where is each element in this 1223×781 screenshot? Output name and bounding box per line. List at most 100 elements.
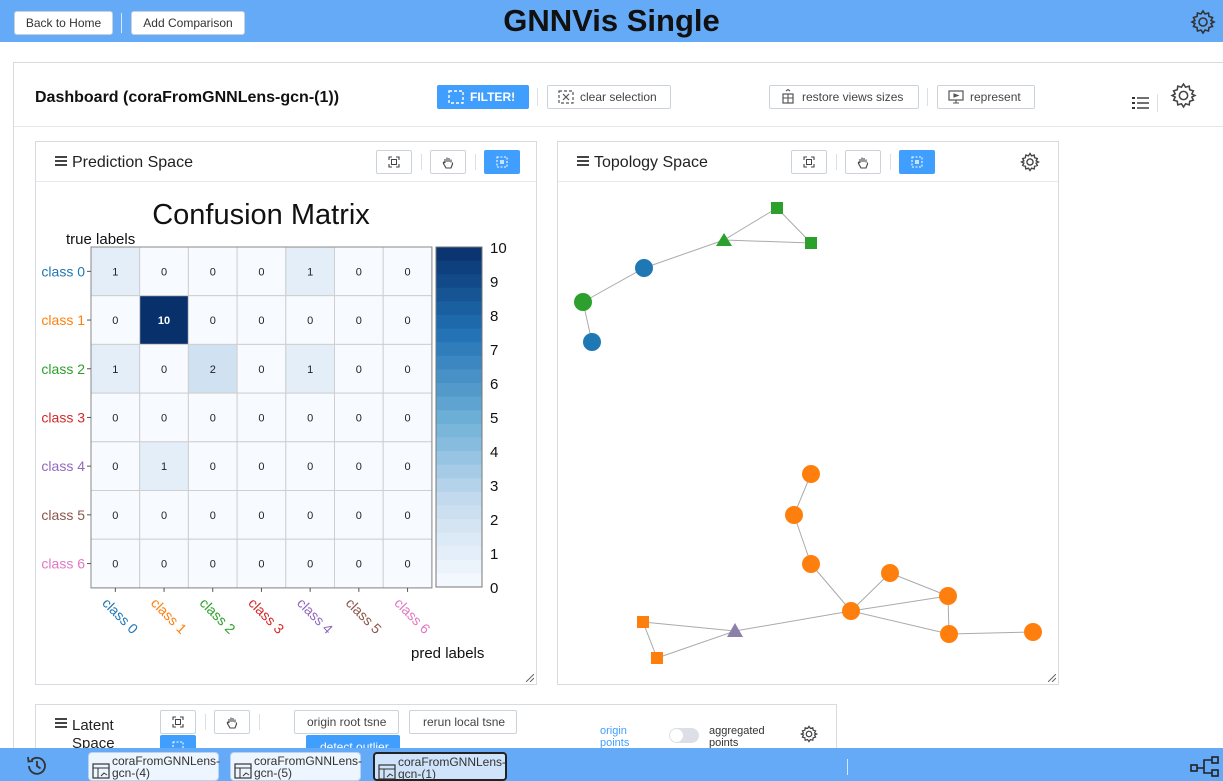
colorbar-segment — [436, 478, 482, 493]
drag-handle-icon[interactable] — [55, 156, 67, 166]
matrix-cell — [187, 538, 238, 589]
y-tick-label: class 1 — [41, 312, 85, 328]
graph-node[interactable] — [716, 233, 732, 246]
tool-divider — [475, 154, 476, 170]
fit-view-button[interactable] — [376, 150, 412, 174]
drag-handle-icon[interactable] — [55, 718, 67, 728]
cell-value-label: 0 — [356, 364, 362, 376]
pan-button[interactable] — [845, 150, 881, 174]
colorbar-tick-label: 2 — [490, 512, 498, 529]
fit-view-button[interactable] — [160, 710, 196, 734]
resize-handle-icon[interactable] — [1048, 674, 1056, 682]
cell-value-label: 0 — [404, 559, 410, 571]
matrix-cell — [382, 538, 433, 589]
pan-button[interactable] — [214, 710, 250, 734]
cell-value-label: 1 — [307, 364, 313, 376]
rerun-local-tsne-button[interactable]: rerun local tsne — [409, 710, 517, 734]
graph-node[interactable] — [802, 555, 820, 573]
brush-select-button[interactable] — [899, 150, 935, 174]
settings-gear-icon[interactable] — [1190, 9, 1216, 35]
graph-node[interactable] — [637, 616, 649, 628]
cell-value-label: 0 — [161, 266, 167, 278]
graph-node[interactable] — [939, 587, 957, 605]
graph-edges — [582, 207, 1034, 659]
matrix-cell — [139, 343, 189, 394]
cell-value-label: 0 — [404, 364, 410, 376]
cell-value-label: 0 — [210, 412, 216, 424]
colorbar-tick-label: 6 — [490, 376, 498, 393]
cell-value-label: 0 — [210, 266, 216, 278]
graph-node[interactable] — [802, 465, 820, 483]
matrix-cell — [187, 441, 238, 491]
brush-select-button[interactable] — [484, 150, 520, 174]
graph-node[interactable] — [940, 625, 958, 643]
graph-node[interactable] — [785, 506, 803, 524]
fit-view-icon — [388, 156, 400, 168]
add-comparison-button[interactable]: Add Comparison — [131, 11, 245, 35]
graph-node[interactable] — [574, 293, 592, 311]
colorbar-segment — [436, 464, 482, 479]
represent-button[interactable]: represent — [937, 85, 1035, 109]
hand-icon — [857, 157, 869, 169]
resize-handle-icon[interactable] — [526, 674, 534, 682]
cell-value-label: 0 — [307, 412, 313, 424]
cell-value-label: 0 — [258, 559, 264, 571]
x-tick-label: class 0 — [99, 595, 141, 637]
dashboard-tab[interactable]: coraFromGNNLens-gcn-(4) — [88, 752, 221, 781]
graph-node[interactable] — [842, 602, 860, 620]
fit-view-button[interactable] — [791, 150, 827, 174]
cell-value-label: 0 — [210, 461, 216, 473]
colorbar-segment — [436, 532, 482, 547]
dashboard-tab-label: coraFromGNNLens-gcn-(4) — [112, 754, 221, 780]
y-axis-label: true labels — [66, 231, 135, 248]
drag-handle-icon[interactable] — [577, 156, 589, 166]
graph-node[interactable] — [805, 237, 817, 249]
topology-settings-gear-icon[interactable] — [1019, 152, 1041, 172]
bottom-bar: coraFromGNNLens-gcn-(4) coraFromGNNLens-g… — [0, 748, 1223, 781]
dashboard-thumbnail-icon — [92, 763, 110, 779]
graph-node[interactable] — [1024, 623, 1042, 641]
graph-node[interactable] — [881, 564, 899, 582]
graph-node[interactable] — [583, 333, 601, 351]
dashboard-settings-gear-icon[interactable] — [1170, 82, 1197, 109]
filter-button[interactable]: FILTER! — [437, 85, 529, 109]
dashboard-thumbnail-icon — [378, 764, 396, 780]
cell-value-label: 1 — [307, 266, 313, 278]
colorbar-tick-label: 10 — [490, 240, 507, 257]
colorbar-segment — [436, 423, 482, 438]
history-icon[interactable] — [25, 754, 49, 778]
graph-node[interactable] — [651, 652, 663, 664]
toggle-knob — [670, 729, 683, 742]
graph-node[interactable] — [771, 202, 783, 214]
tool-divider — [205, 714, 206, 730]
dashboard-tab[interactable]: coraFromGNNLens-gcn-(1) — [373, 752, 507, 781]
colorbar-segment — [436, 505, 482, 520]
aggregation-toggle[interactable] — [669, 728, 699, 743]
graph-node[interactable] — [727, 623, 743, 637]
cell-value-label: 0 — [258, 364, 264, 376]
cell-value-label: 0 — [112, 412, 118, 424]
origin-root-tsne-button[interactable]: origin root tsne — [294, 710, 399, 734]
cell-value-label: 0 — [356, 510, 362, 522]
latent-settings-gear-icon[interactable] — [799, 725, 819, 743]
tree-graph-icon[interactable] — [1190, 754, 1220, 778]
matrix-cell — [334, 295, 384, 345]
back-to-home-button[interactable]: Back to Home — [14, 11, 113, 35]
cell-value-label: 0 — [307, 510, 313, 522]
cell-value-label: 1 — [112, 266, 118, 278]
colorbar-segment — [436, 559, 482, 574]
monitor-icon — [948, 90, 964, 104]
cell-value-label: 0 — [356, 315, 362, 327]
graph-node[interactable] — [635, 259, 653, 277]
list-view-icon[interactable] — [1132, 96, 1150, 110]
restore-views-sizes-button[interactable]: restore views sizes — [769, 85, 919, 109]
topology-graph[interactable] — [558, 183, 1058, 685]
clear-selection-button[interactable]: clear selection — [547, 85, 671, 109]
prediction-space-panel: Prediction Space Confusion Matrix true la… — [35, 141, 537, 685]
dashboard-tab[interactable]: coraFromGNNLens-gcn-(5) — [230, 752, 362, 781]
tool-divider — [421, 154, 422, 170]
colorbar-segment — [436, 260, 482, 275]
y-tick-label: class 3 — [41, 409, 85, 425]
pan-button[interactable] — [430, 150, 466, 174]
colorbar-tick-label: 5 — [490, 410, 498, 427]
